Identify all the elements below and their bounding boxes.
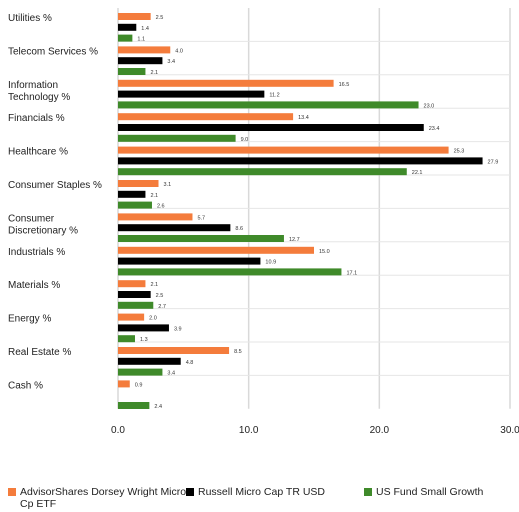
data-label: 3.1 <box>164 182 172 188</box>
bar-industrials-series-0 <box>118 246 314 254</box>
category-label-utilities: Utilities % <box>8 13 52 24</box>
bar-healthcare-series-2 <box>118 168 407 176</box>
bar-utilities-series-2 <box>118 34 133 42</box>
x-tick-label: 20.0 <box>370 425 390 436</box>
bar-materials-series-0 <box>118 280 146 288</box>
data-label: 4.0 <box>175 48 183 54</box>
bar-utilities-series-1 <box>118 23 137 31</box>
data-label: 3.4 <box>167 59 175 65</box>
legend-swatch-russell <box>186 488 194 496</box>
data-label: 16.5 <box>339 82 350 88</box>
data-label: 17.1 <box>346 270 357 276</box>
data-label: 27.9 <box>488 159 499 165</box>
legend-swatch-us-fund <box>364 488 372 496</box>
data-label: 15.0 <box>319 249 330 255</box>
legend-label-russell: Russell Micro Cap TR USD <box>198 486 325 498</box>
data-label: 22.1 <box>412 170 423 176</box>
category-label-telecom-services: Telecom Services % <box>8 46 98 57</box>
bar-information-technology-series-0 <box>118 79 334 87</box>
legend-label-advisorshares: AdvisorShares Dorsey Wright Micro-Cp ETF <box>20 486 190 510</box>
bar-real-estate-series-2 <box>118 368 163 376</box>
category-label-materials: Materials % <box>8 280 60 291</box>
bar-consumer-discretionary-series-1 <box>118 224 231 232</box>
data-label: 1.3 <box>140 337 148 343</box>
bar-consumer-discretionary-series-0 <box>118 213 193 221</box>
bar-telecom-services-series-1 <box>118 57 163 65</box>
labels-layer: 0.0 10.0 20.0 30.0 Utilities % 2.5 1.4 1.1 Telec… <box>8 13 519 436</box>
bar-healthcare-series-0 <box>118 146 449 154</box>
data-label: 2.4 <box>154 404 162 410</box>
data-label: 1.1 <box>137 37 145 43</box>
x-tick-label: 0.0 <box>111 425 125 436</box>
category-label-financials: Financials % <box>8 113 65 124</box>
data-label: 2.1 <box>150 70 158 76</box>
data-label: 13.4 <box>298 115 309 121</box>
bar-cash-series-0 <box>118 380 130 388</box>
data-label: 2.5 <box>156 293 164 299</box>
data-label: 2.0 <box>149 316 157 322</box>
bar-materials-series-2 <box>118 301 154 309</box>
data-label: 2.6 <box>157 204 165 210</box>
data-label: 2.1 <box>150 193 158 199</box>
bar-industrials-series-1 <box>118 257 261 265</box>
bar-real-estate-series-1 <box>118 357 181 365</box>
data-label: 8.6 <box>235 226 243 232</box>
data-label: 25.3 <box>454 149 465 155</box>
bar-energy-series-1 <box>118 324 169 332</box>
data-label: 1.4 <box>141 26 149 32</box>
category-label-energy: Energy % <box>8 314 51 325</box>
bar-information-technology-series-1 <box>118 90 265 98</box>
legend-label-us-fund: US Fund Small Growth <box>376 486 484 498</box>
bar-information-technology-series-2 <box>118 101 419 109</box>
data-label: 23.4 <box>429 126 440 132</box>
data-label: 8.5 <box>234 349 242 355</box>
category-label-information-technology: Information Technology % <box>8 80 70 103</box>
category-label-healthcare: Healthcare % <box>8 147 68 158</box>
data-label: 5.7 <box>197 215 205 221</box>
bar-energy-series-2 <box>118 335 135 343</box>
bar-industrials-series-2 <box>118 268 342 276</box>
data-label: 23.0 <box>424 103 435 109</box>
data-label: 2.7 <box>158 304 166 310</box>
data-label: 0.9 <box>135 382 143 388</box>
legend-swatch-advisorshares <box>8 488 16 496</box>
bar-telecom-services-series-2 <box>118 68 146 75</box>
bar-real-estate-series-0 <box>118 347 230 354</box>
bar-healthcare-series-1 <box>118 157 483 165</box>
data-label: 3.4 <box>167 371 175 377</box>
bar-energy-series-0 <box>118 313 145 321</box>
bar-telecom-services-series-0 <box>118 46 171 54</box>
bar-consumer-discretionary-series-2 <box>118 235 284 242</box>
bar-consumer-staples-series-2 <box>118 201 152 209</box>
bar-cash-series-2 <box>118 402 150 409</box>
category-label-consumer-discretionary: Consumer Discretionary % <box>8 213 78 236</box>
data-label: 11.2 <box>269 93 279 99</box>
bar-financials-series-2 <box>118 134 236 142</box>
category-label-real-estate: Real Estate % <box>8 347 71 358</box>
category-label-consumer-staples: Consumer Staples % <box>8 180 102 191</box>
bar-utilities-series-0 <box>118 13 151 20</box>
data-label: 12.7 <box>289 237 300 243</box>
data-label: 10.9 <box>265 260 276 266</box>
bars-layer <box>118 13 483 409</box>
bar-financials-series-0 <box>118 113 294 121</box>
category-label-cash: Cash % <box>8 380 43 391</box>
bar-consumer-staples-series-0 <box>118 180 159 187</box>
data-label: 9.0 <box>241 137 249 143</box>
x-tick-label: 10.0 <box>239 425 259 436</box>
data-label: 3.9 <box>174 326 182 332</box>
data-label: 4.8 <box>186 360 194 366</box>
x-tick-label: 30.0 <box>500 425 519 436</box>
bar-consumer-staples-series-1 <box>118 190 146 198</box>
data-label: 2.1 <box>150 282 158 288</box>
category-label-industrials: Industrials % <box>8 247 65 258</box>
data-label: 2.5 <box>156 15 164 21</box>
bar-financials-series-1 <box>118 124 424 131</box>
bar-materials-series-1 <box>118 291 151 298</box>
